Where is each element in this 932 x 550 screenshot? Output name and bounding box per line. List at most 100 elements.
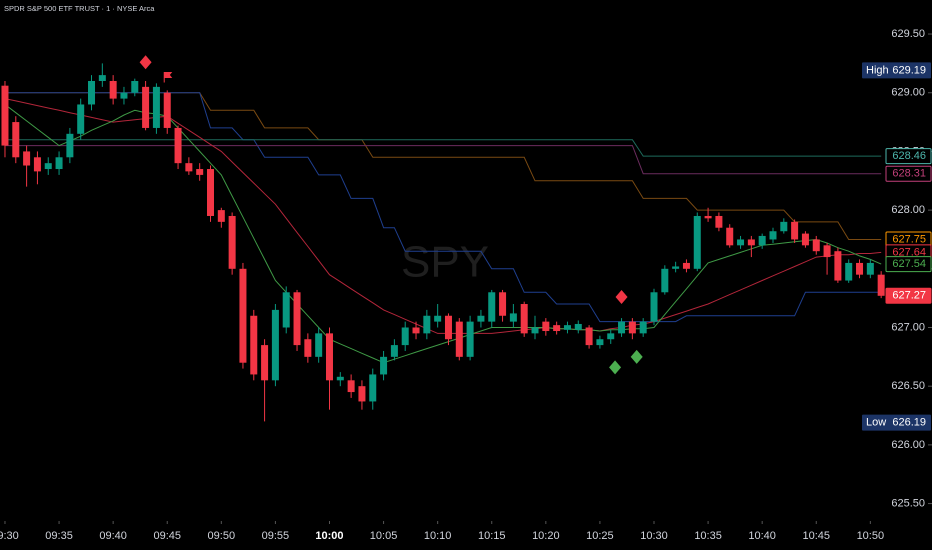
candle-body (423, 315, 431, 334)
indicator-line (5, 139, 882, 157)
candle-body (726, 227, 734, 246)
candle-body (23, 151, 31, 166)
candle-body (261, 345, 269, 381)
price-label: 627.75 (892, 233, 926, 245)
watermark: SPY (401, 238, 489, 287)
candle-body (769, 231, 777, 240)
candle-body (185, 163, 193, 172)
extreme-name: High (866, 64, 889, 76)
x-tick-label: 10:05 (370, 530, 398, 542)
price-label: 627.54 (892, 258, 926, 270)
candle-body (780, 221, 788, 232)
x-tick-label: 10:25 (586, 530, 614, 542)
y-tick-label: 629.50 (891, 28, 925, 40)
candle-body (607, 333, 615, 340)
candle-body (358, 386, 366, 402)
candle-body (304, 339, 312, 357)
candle-body (33, 157, 41, 172)
candle-body (693, 215, 701, 269)
x-tick-label: 09:45 (153, 530, 181, 542)
price-label-box (885, 165, 932, 182)
candle-body (282, 292, 290, 328)
x-tick-label: 10:30 (640, 530, 668, 542)
indicator-line (5, 92, 882, 323)
candle-body (271, 309, 279, 381)
extreme-value: 626.19 (892, 416, 926, 428)
candle-body (715, 215, 723, 228)
candle-body (596, 339, 604, 346)
indicator-line (5, 145, 882, 175)
candle-body (812, 239, 820, 252)
price-label: 627.27 (892, 290, 926, 302)
price-label-box (885, 256, 932, 273)
candle-body (401, 327, 409, 346)
signal-marker (630, 349, 643, 364)
signal-flag (163, 71, 173, 83)
x-tick-label: 09:55 (262, 530, 290, 542)
candle-body (88, 80, 96, 105)
candle-body (531, 327, 539, 334)
candle-body (250, 315, 258, 375)
candle-body (704, 215, 712, 219)
price-label: 628.31 (892, 168, 926, 180)
candle-body (542, 321, 550, 332)
candle-body (585, 327, 593, 346)
candle-body (553, 325, 561, 332)
y-tick-label: 626.50 (891, 380, 925, 392)
candle-body (131, 80, 139, 93)
extreme-name: Low (866, 416, 886, 428)
candle-body (142, 86, 150, 128)
candle-body (455, 321, 463, 357)
candle-body (1, 85, 9, 146)
x-tick-label: 09:40 (99, 530, 127, 542)
candle-body (369, 374, 377, 402)
candle-body (499, 292, 507, 316)
candle-body (12, 122, 20, 158)
candle-body (618, 321, 626, 334)
candle-body (823, 245, 831, 258)
x-tick-label: 10:00 (315, 530, 343, 542)
candle-body (152, 86, 160, 128)
indicator-line (5, 92, 882, 240)
y-tick-label: 629.00 (891, 87, 925, 99)
signal-marker (609, 360, 622, 375)
x-tick-label: 10:35 (694, 530, 722, 542)
x-tick-label: 10:50 (857, 530, 885, 542)
candle-body (196, 169, 204, 175)
candle-body (239, 268, 247, 363)
x-tick-label: 10:10 (424, 530, 452, 542)
candle-body (737, 239, 745, 246)
indicator-line (4, 98, 882, 334)
candle-body (315, 333, 323, 357)
candle-body (801, 233, 809, 246)
candle-body (834, 251, 842, 281)
candle-body (866, 262, 874, 275)
candle-body (109, 80, 117, 99)
candle-body (477, 315, 485, 322)
candle-body (682, 262, 690, 269)
signal-marker (139, 55, 152, 70)
extreme-box (862, 414, 931, 431)
candle-body (55, 157, 63, 170)
indicator-line (4, 104, 882, 364)
candle-body (207, 169, 215, 216)
candle-body (120, 92, 128, 99)
x-tick-label: 09:30 (0, 530, 19, 542)
signal-marker (615, 289, 628, 304)
candle-body (758, 235, 766, 246)
candle-body (639, 321, 647, 334)
candle-body (747, 239, 755, 246)
candle-body (628, 321, 636, 334)
candle-body (574, 323, 582, 330)
candle-body (520, 304, 528, 334)
price-label: 628.46 (892, 150, 926, 162)
candle-body (412, 327, 420, 334)
candle-body (434, 315, 442, 322)
candle-body (217, 210, 225, 222)
price-label: 627.64 (892, 246, 926, 258)
candle-body (66, 133, 74, 158)
extreme-box (862, 62, 931, 79)
candle-body (509, 313, 517, 322)
y-tick-label: 625.50 (891, 497, 925, 509)
candle-body (347, 380, 355, 393)
